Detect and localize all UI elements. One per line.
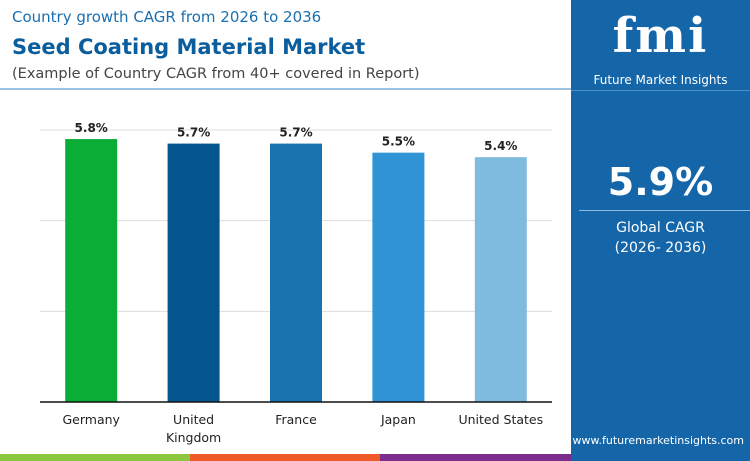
chart-title: Seed Coating Material Market — [12, 35, 366, 59]
data-label: 5.8% — [75, 121, 108, 135]
bar — [167, 143, 220, 402]
bottom-bar-green — [0, 454, 190, 461]
data-label: 5.7% — [279, 126, 312, 140]
data-label: 5.4% — [484, 139, 517, 153]
bar-chart: 5.8% Germany 5.7% United Kingdom 5.7% France 5.… — [40, 121, 552, 445]
divider — [571, 90, 750, 91]
divider — [579, 210, 750, 211]
bar — [65, 139, 118, 403]
brand-name: Future Market Insights — [593, 73, 728, 87]
bar — [372, 152, 425, 402]
global-cagr-value: 5.9% — [607, 160, 714, 204]
header-divider — [0, 88, 571, 90]
global-cagr-label: Global CAGR (2026- 2036) — [571, 218, 750, 258]
category-label: Japan — [380, 412, 416, 427]
category-label: United States — [458, 412, 543, 427]
data-label: 5.5% — [382, 135, 415, 149]
data-label: 5.7% — [177, 126, 210, 140]
chart-subtitle: Country growth CAGR from 2026 to 2036 — [12, 8, 322, 26]
fmi-logo: fmi — [612, 8, 709, 64]
category-label: France — [275, 412, 317, 427]
bar — [270, 143, 322, 402]
category-label: United Kingdom — [166, 412, 221, 445]
bottom-bar-purple — [380, 454, 571, 461]
label: Global CAGR — [616, 220, 705, 236]
bar — [474, 157, 527, 402]
side-panel: fmi Future Market Insights 5.9% Global C… — [571, 0, 750, 461]
bottom-bar-orange — [190, 454, 380, 461]
period: (2026- 2036) — [614, 240, 707, 256]
website-link[interactable]: www.futuremarketinsights.com — [572, 434, 745, 447]
category-label: Germany — [62, 412, 120, 427]
chart-note: (Example of Country CAGR from 40+ covere… — [12, 66, 420, 82]
